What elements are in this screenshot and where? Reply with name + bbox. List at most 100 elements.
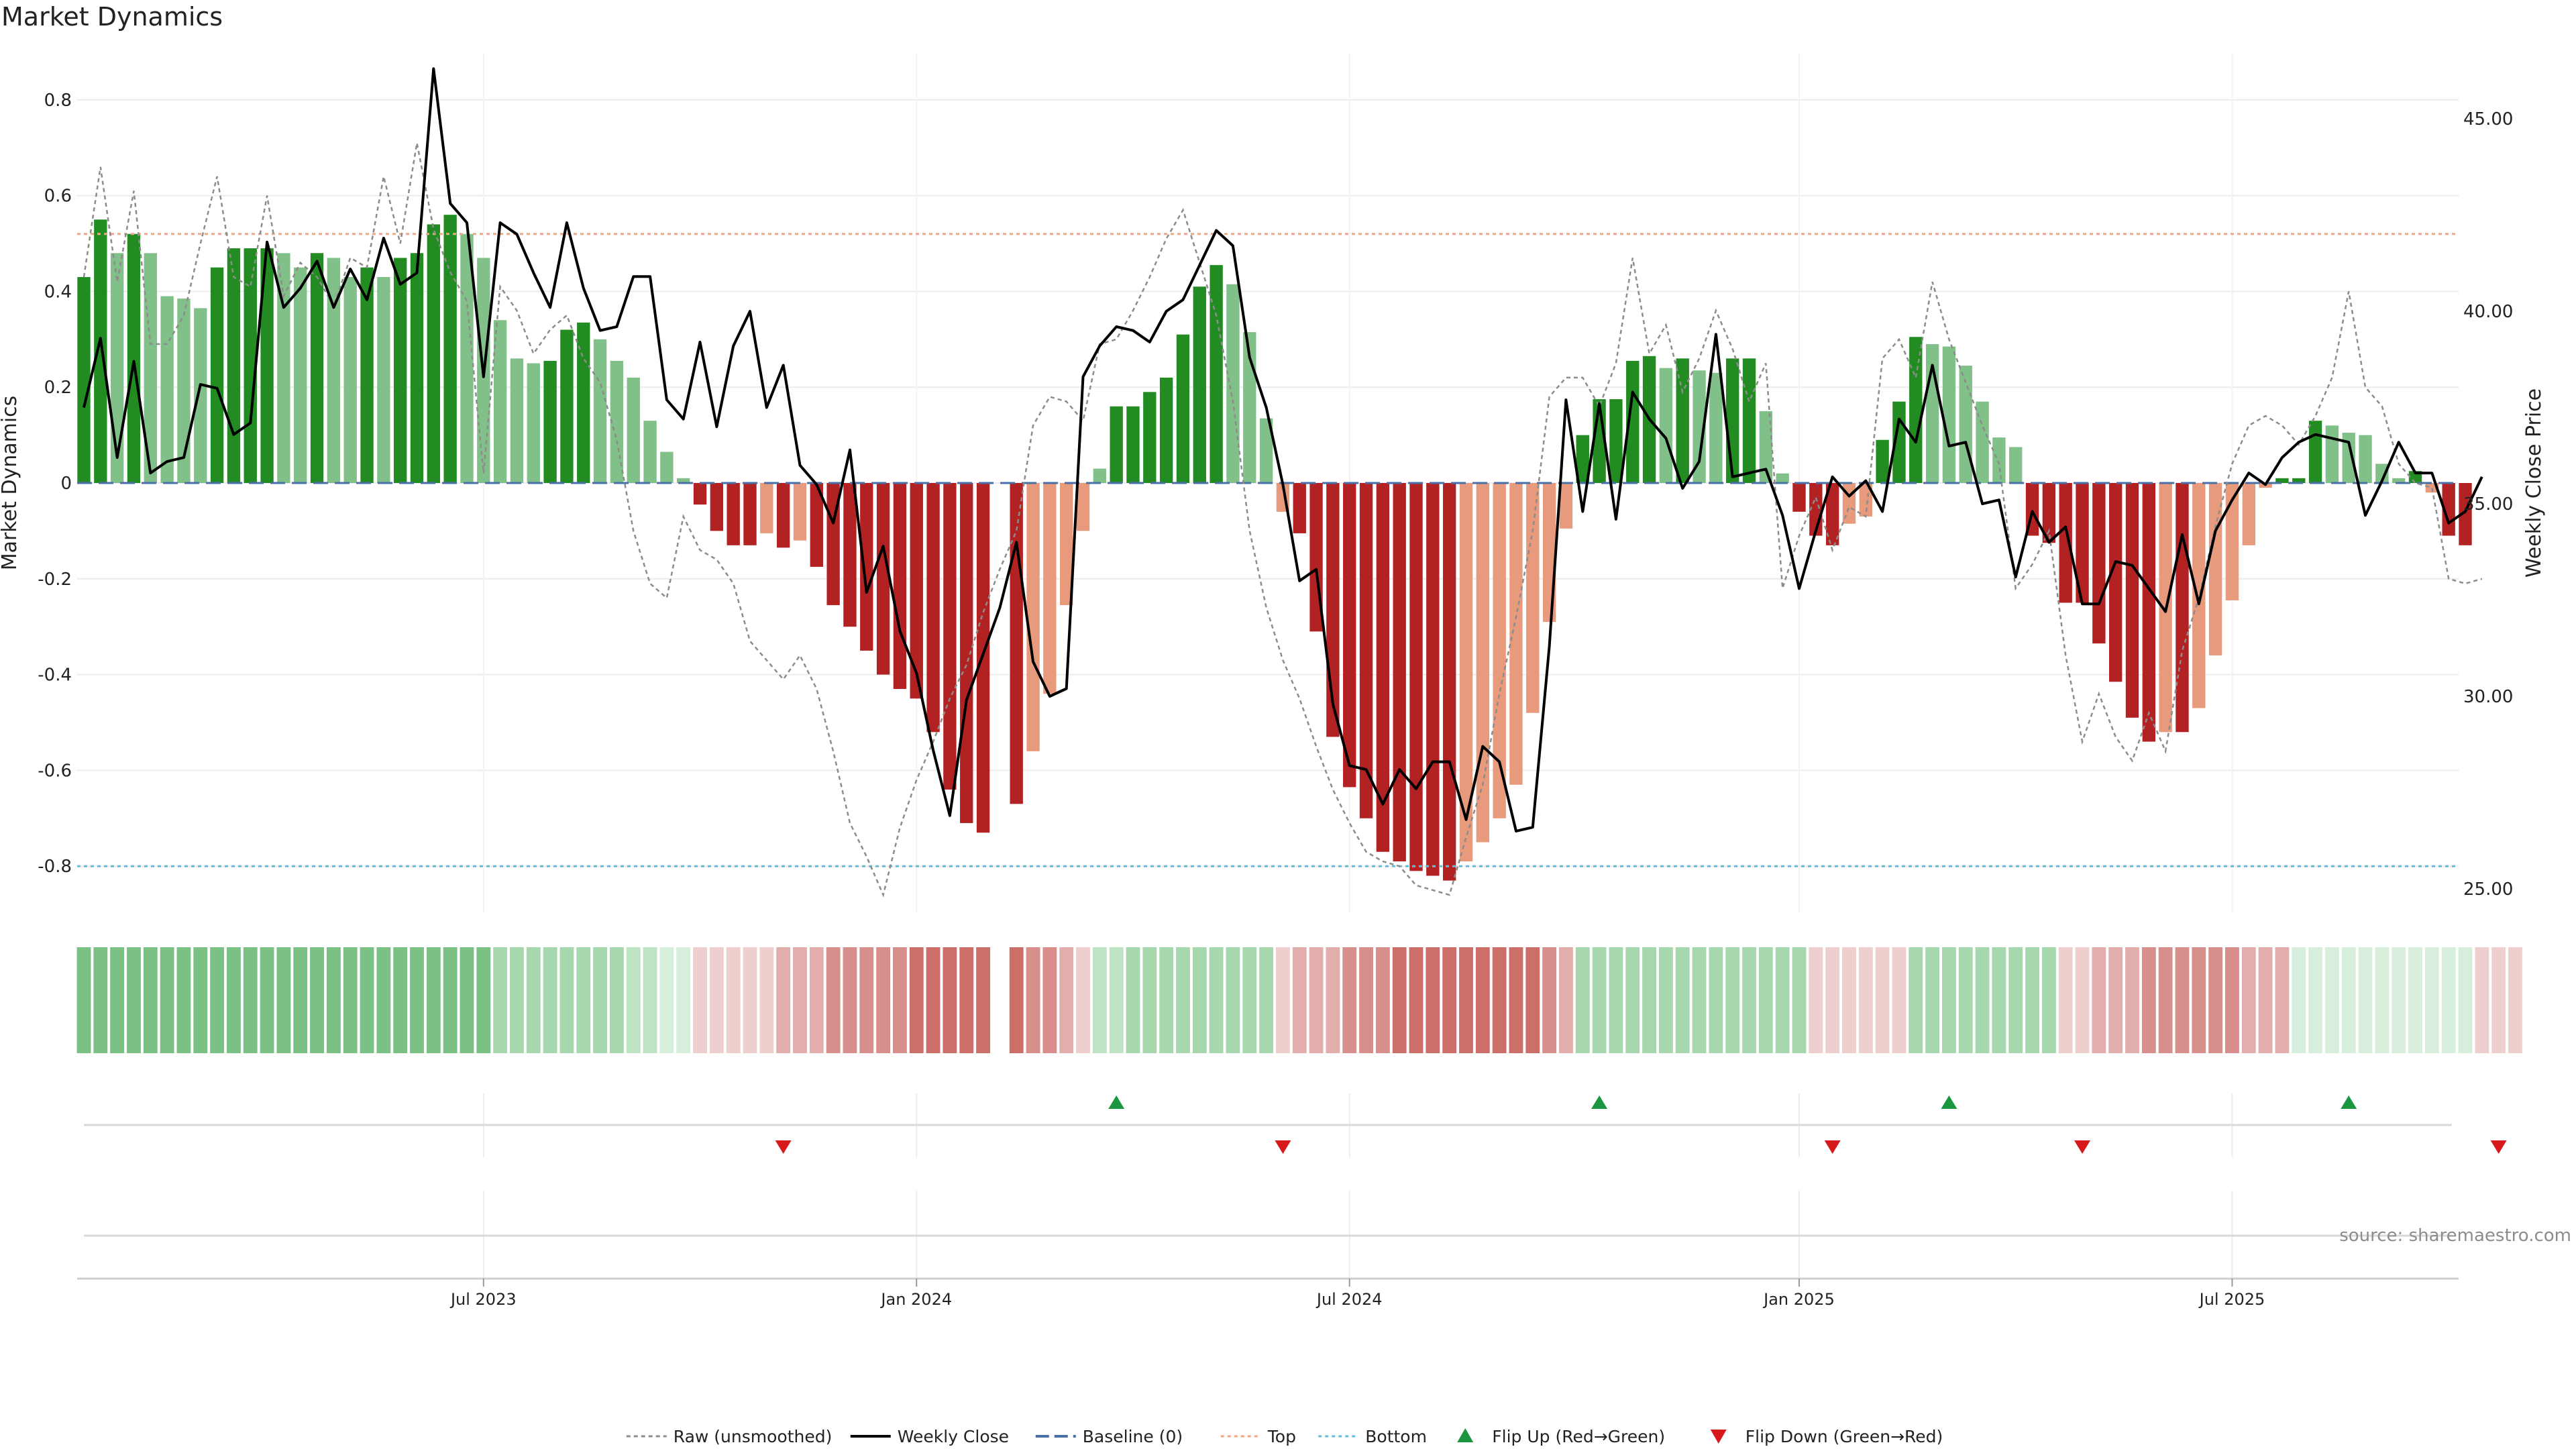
bar: [693, 483, 707, 505]
mood-cell: [2441, 947, 2456, 1053]
mood-cell: [1925, 947, 1940, 1053]
bar: [1093, 468, 1107, 483]
bar: [760, 483, 773, 533]
mood-cell: [1525, 947, 1540, 1053]
mood-cell: [1475, 947, 1490, 1053]
bar: [77, 276, 91, 483]
bar: [1776, 473, 1789, 483]
mood-cell: [1042, 947, 1057, 1053]
mood-cell: [1609, 947, 1623, 1053]
bar: [160, 296, 174, 483]
bar: [1726, 358, 1739, 483]
bar: [843, 483, 857, 627]
empty-panel: [84, 1191, 2452, 1278]
y2-tick-label: 25.00: [2463, 879, 2513, 900]
bar: [1676, 358, 1689, 483]
bar: [527, 363, 540, 483]
bar: [660, 451, 674, 483]
bar: [1609, 399, 1623, 483]
y-tick-label: 0.6: [44, 186, 72, 207]
mood-cell: [2341, 947, 2356, 1053]
mood-cell: [160, 947, 174, 1053]
bar: [1143, 392, 1157, 483]
mood-cell: [2292, 947, 2306, 1053]
bar: [1559, 483, 1573, 529]
bar: [1060, 483, 1073, 606]
bar: [727, 483, 740, 545]
bar: [860, 483, 873, 651]
x-tick-label: Jul 2023: [449, 1290, 517, 1309]
mood-cell: [626, 947, 641, 1053]
mood-cell: [1392, 947, 1407, 1053]
bar: [1210, 265, 1223, 483]
bars-layer: [77, 215, 2472, 881]
bar: [2325, 425, 2339, 483]
x-axis: Jul 2023 Jan 2024 Jul 2024 Jan 2025 Jul 2025: [77, 1277, 2459, 1309]
chart-title: Market Dynamics: [1, 2, 223, 32]
bar: [893, 483, 907, 690]
bar: [2009, 447, 2023, 483]
legend-item: Raw (unsmoothed): [626, 1427, 833, 1446]
bar: [577, 322, 590, 483]
mood-cell: [2324, 947, 2339, 1053]
mood-cell: [1426, 947, 1440, 1053]
bar: [2392, 478, 2406, 483]
y-tick-label: -0.8: [38, 857, 72, 877]
mood-cell: [643, 947, 657, 1053]
mood-cell: [1092, 947, 1107, 1053]
bar: [1193, 286, 1206, 483]
mood-cell: [1275, 947, 1290, 1053]
bar: [776, 483, 790, 548]
mood-cell: [659, 947, 674, 1053]
bar: [610, 360, 624, 483]
bar: [1909, 337, 1923, 483]
mood-cell: [1542, 947, 1557, 1053]
legend-label: Top: [1267, 1427, 1296, 1446]
mood-cell: [1992, 947, 2006, 1053]
mood-cell: [759, 947, 774, 1053]
mood-cell: [1292, 947, 1307, 1053]
bar: [2242, 483, 2255, 545]
bar: [1859, 483, 1872, 517]
bar: [1076, 483, 1090, 531]
x-tick-label: Jan 2024: [879, 1290, 952, 1309]
legend-label: Weekly Close: [898, 1427, 1009, 1446]
mood-cell: [2475, 947, 2489, 1053]
mood-cell: [1825, 947, 1840, 1053]
axis-layer: 0.8 0.6 0.4 0.2 0 -0.2 -0.4 -0.6 -0.8 45.00 40.00 3…: [38, 91, 2513, 900]
mood-cell: [576, 947, 591, 1053]
bar: [1159, 377, 1173, 483]
bar: [2359, 435, 2372, 483]
flip-up-marker: [1941, 1095, 1957, 1109]
y-tick-label: 0: [60, 474, 72, 494]
bar: [1659, 368, 1673, 483]
bar: [294, 267, 307, 483]
mood-cell: [1409, 947, 1424, 1053]
mood-cell: [1858, 947, 1873, 1053]
flip-up-marker: [1108, 1095, 1125, 1109]
mood-cell: [1725, 947, 1740, 1053]
mood-cell: [393, 947, 408, 1053]
bar: [2375, 464, 2389, 483]
mood-cell: [559, 947, 574, 1053]
mood-cell: [1176, 947, 1190, 1053]
y-tick-label: -0.4: [38, 665, 72, 686]
mood-cell: [76, 947, 91, 1053]
mood-cell: [1675, 947, 1690, 1053]
bar: [710, 483, 724, 531]
bar: [327, 258, 341, 483]
mood-cell: [2158, 947, 2173, 1053]
raw-line: [83, 142, 2483, 898]
bar: [627, 377, 640, 483]
flip-down-marker: [2490, 1140, 2507, 1154]
mood-cell: [260, 947, 274, 1053]
mood-cell: [843, 947, 857, 1053]
bar: [1376, 483, 1390, 852]
legend-label: Raw (unsmoothed): [674, 1427, 833, 1446]
mood-cell: [1492, 947, 1507, 1053]
mood-cell: [1226, 947, 1240, 1053]
mood-cell: [2491, 947, 2506, 1053]
mood-cell: [1658, 947, 1673, 1053]
bar: [310, 253, 324, 483]
